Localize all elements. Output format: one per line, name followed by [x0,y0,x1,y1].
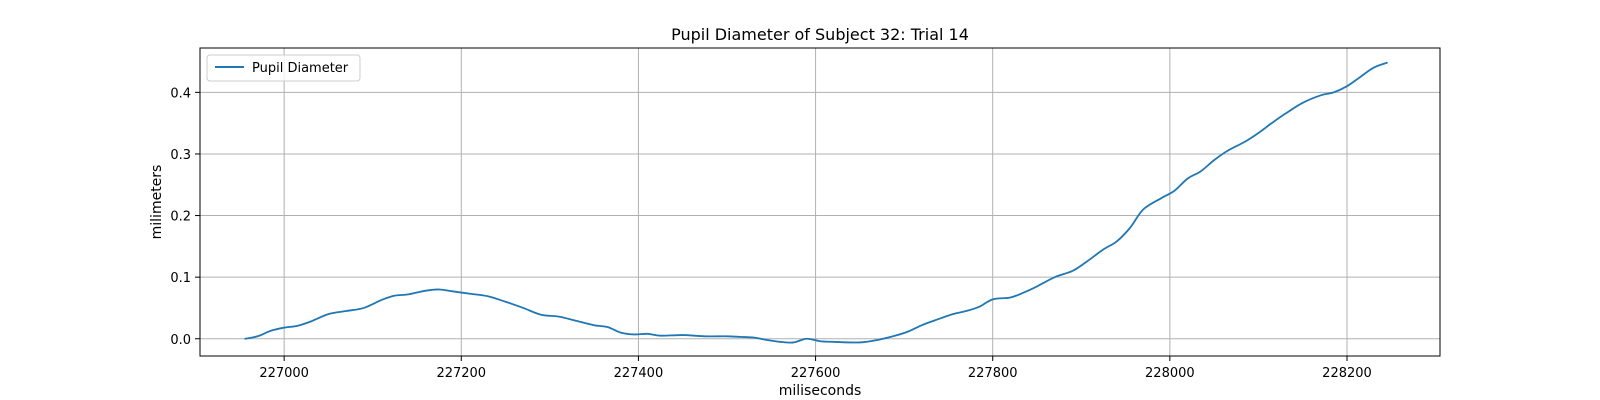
x-axis-label: miliseconds [779,383,862,399]
y-tick-label: 0.2 [170,210,191,225]
grid [200,48,1440,356]
x-tick-label: 228200 [1322,366,1372,381]
legend: Pupil Diameter [206,54,361,82]
series-line-pupil-diameter [244,61,1388,344]
y-tick-label: 0.3 [170,148,191,163]
y-axis-label: milimeters [149,165,165,240]
x-tick-label: 227400 [614,366,664,381]
x-tick-label: 227000 [259,366,309,381]
series-layer [244,61,1388,344]
y-tick-label: 0.1 [170,271,191,286]
legend-label: Pupil Diameter [252,61,349,76]
plot-frame [199,47,1441,357]
x-ticks: 227000 227200 227400 227600 227800 228000 2282… [259,356,1372,381]
x-tick-label: 227800 [968,366,1018,381]
y-tick-label: 0.0 [170,333,191,348]
x-tick-label: 228000 [1145,366,1195,381]
y-ticks: 0.0 0.1 0.2 0.3 0.4 [170,86,200,348]
x-tick-label: 227600 [791,366,841,381]
chart-title: Pupil Diameter of Subject 32: Trial 14 [671,25,969,44]
y-tick-label: 0.4 [170,86,191,101]
legend-box [206,54,361,82]
x-tick-label: 227200 [436,366,486,381]
